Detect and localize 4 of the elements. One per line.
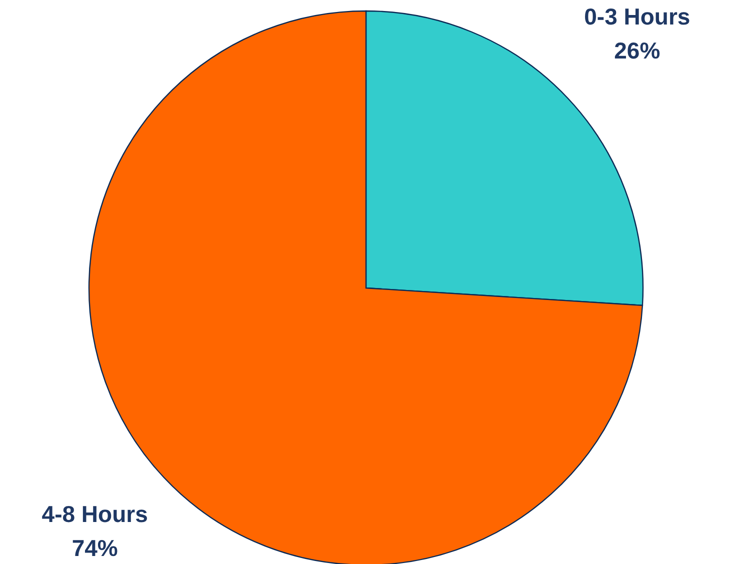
data-label: 26%	[614, 37, 660, 64]
slice-label: 4-8 Hours	[42, 501, 148, 527]
data-label: 74%	[72, 535, 118, 561]
slice-label: 0-3 Hours	[584, 3, 690, 30]
